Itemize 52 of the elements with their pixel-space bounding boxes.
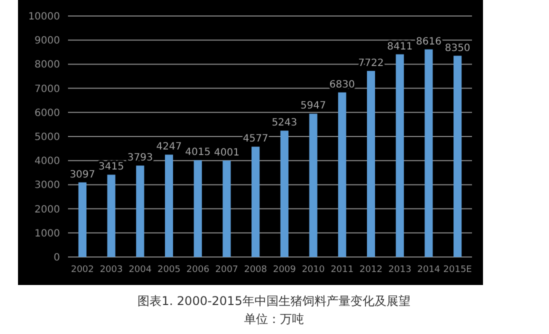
y-tick-label: 10000	[28, 12, 60, 22]
x-tick-label: 2011	[330, 265, 354, 275]
bar	[366, 70, 376, 257]
data-label: 8411	[387, 41, 413, 52]
bar	[338, 92, 346, 257]
data-label: 4001	[214, 148, 240, 159]
bar	[164, 154, 174, 257]
x-tick-label: 2004	[128, 265, 152, 275]
y-tick-label: 1000	[34, 228, 60, 240]
data-label: 4577	[242, 134, 268, 145]
x-tick-label: 2005	[158, 265, 180, 275]
x-tick-label: 2010	[302, 265, 326, 275]
x-tick-label: 2002	[70, 265, 94, 275]
bar	[424, 49, 433, 257]
bar	[396, 54, 404, 257]
y-tick-label: 6000	[34, 108, 60, 119]
x-tick-label: 2012	[360, 265, 382, 275]
bar	[136, 166, 144, 257]
data-label: 4015	[185, 147, 211, 158]
x-tick-label: 2015E	[443, 265, 472, 275]
bar	[222, 160, 231, 257]
x-tick-label: 2014	[417, 265, 440, 275]
y-tick-label: 5000	[34, 132, 60, 143]
data-label: 8350	[444, 42, 470, 54]
y-tick-label: 2000	[34, 204, 60, 216]
y-tick-label: 0	[54, 252, 60, 264]
data-label: 4247	[156, 142, 182, 153]
bar	[454, 56, 462, 257]
y-tick-label: 3000	[34, 180, 60, 192]
text: 单位：万吨	[244, 312, 304, 326]
x-tick-label: 2007	[215, 265, 238, 275]
x-tick-label: 2009	[272, 265, 296, 275]
data-label: 3415	[98, 162, 124, 173]
data-label: 5947	[300, 100, 326, 112]
x-tick-label: 2013	[388, 265, 412, 275]
bar	[78, 182, 86, 257]
x-tick-label: 2008	[244, 265, 268, 275]
x-tick-label: 2003	[100, 265, 123, 275]
y-tick-label: 9000	[34, 36, 60, 47]
bar	[280, 130, 288, 257]
data-label: 6830	[329, 79, 355, 90]
bar	[309, 114, 318, 257]
bar	[194, 160, 202, 257]
x-tick-label: 2006	[186, 265, 210, 275]
data-label: 5243	[272, 118, 298, 129]
text: 图表1. 2000-2015年中国生猪饲料产量变化及展望	[138, 294, 410, 308]
y-tick-label: 8000	[34, 60, 60, 71]
bar	[107, 174, 116, 257]
y-tick-label: 4000	[34, 156, 60, 168]
y-tick-label: 7000	[34, 84, 60, 95]
bar	[252, 146, 260, 257]
data-label: 3097	[70, 169, 96, 180]
